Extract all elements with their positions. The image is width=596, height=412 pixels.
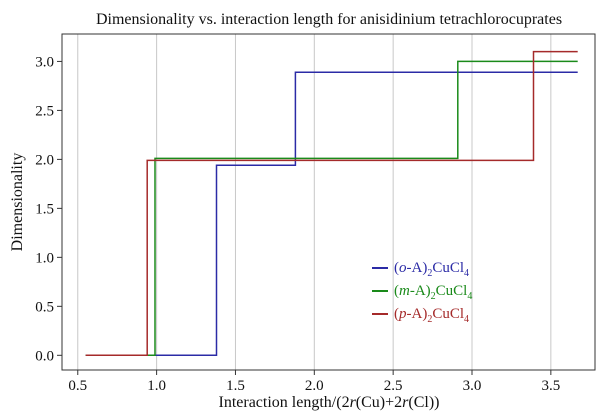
y-tick-label: 3.0 — [35, 54, 54, 70]
y-tick-label: 2.0 — [35, 152, 54, 168]
legend-text-part: CuCl — [432, 306, 464, 322]
legend-text-part: 2 — [427, 314, 432, 325]
x-axis-label-mid: (Cu)+2 — [356, 394, 402, 411]
x-axis-label-prefix: Interaction length/(2 — [219, 394, 350, 411]
legend-text-part: 4 — [467, 291, 472, 302]
legend-text-part: ( — [394, 306, 399, 322]
tick-layer: 0.5 1.0 1.5 2.0 2.5 3.0 3.5 0.0 0.5 1.0 1.5 2.0 2.5 3… — [35, 54, 560, 394]
legend-text-part: m — [399, 283, 410, 299]
y-tick-label: 1.0 — [35, 250, 54, 266]
x-tick-label: 2.5 — [384, 378, 403, 394]
legend-text-part: ( — [394, 260, 399, 276]
x-axis-label-r2: r — [402, 394, 409, 411]
x-tick-label: 3.0 — [463, 378, 482, 394]
legend-text-part: CuCl — [432, 260, 464, 276]
series-line-o — [85, 71, 578, 357]
series-line-m — [85, 60, 578, 357]
legend-entry-p: (p-A)2CuCl4 — [394, 306, 469, 325]
y-tick-label: 0.5 — [35, 299, 54, 315]
y-tick-label: 0.0 — [35, 348, 54, 364]
legend-entry-m: (m-A)2CuCl4 — [394, 283, 472, 302]
legend-text-part: p — [398, 306, 407, 322]
x-tick-label: 2.0 — [305, 378, 324, 394]
series-layer — [85, 50, 578, 357]
legend-text-part: 2 — [427, 268, 432, 279]
legend-text-part: CuCl — [436, 283, 468, 299]
legend-text-part: -A) — [410, 283, 431, 299]
legend-text-part: -A) — [407, 260, 428, 276]
legend-entry-o: (o-A)2CuCl4 — [394, 260, 469, 279]
x-tick-label: 0.5 — [68, 378, 87, 394]
x-tick-label: 1.5 — [226, 378, 245, 394]
legend: (o-A)2CuCl4(m-A)2CuCl4(p-A)2CuCl4 — [372, 260, 472, 325]
plot-frame — [61, 33, 596, 371]
legend-text-part: 4 — [464, 268, 469, 279]
grid-layer — [77, 34, 552, 370]
x-axis-label-suffix: (Cl)) — [408, 394, 439, 411]
y-axis-label: Dimensionality — [9, 153, 26, 252]
chart-title: Dimensionality vs. interaction length fo… — [96, 11, 562, 28]
legend-text-part: ( — [394, 283, 399, 299]
x-tick-label: 1.0 — [147, 378, 166, 394]
legend-text-part: -A) — [407, 306, 428, 322]
legend-text-part: 2 — [431, 291, 436, 302]
x-tick-label: 3.5 — [541, 378, 560, 394]
legend-text-part: o — [399, 260, 407, 276]
y-tick-label: 2.5 — [35, 103, 54, 119]
legend-text-part: 4 — [464, 314, 469, 325]
series-line-p — [85, 50, 578, 357]
x-axis-label: Interaction length/(2r(Cu)+2r(Cl)) — [219, 394, 440, 411]
x-axis-label-r1: r — [350, 394, 357, 411]
y-tick-label: 1.5 — [35, 201, 54, 217]
